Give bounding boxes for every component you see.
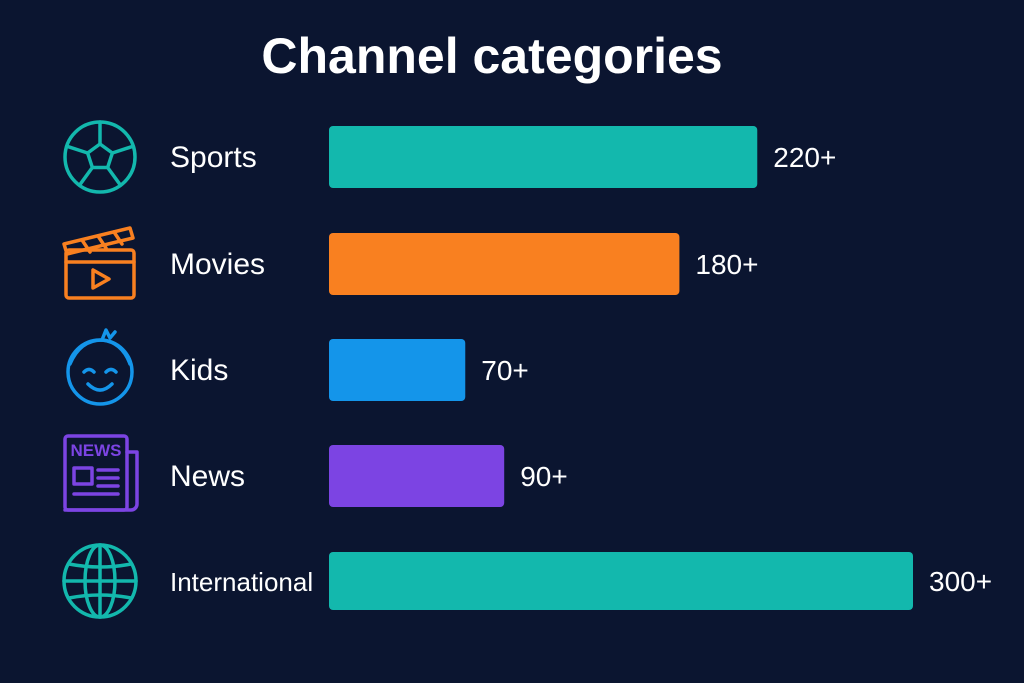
globe-icon bbox=[62, 543, 138, 619]
chart-row-movies: Movies 180+ bbox=[62, 226, 758, 300]
chart-title: Channel categories bbox=[261, 28, 722, 84]
soccer-ball-icon bbox=[63, 120, 137, 194]
newspaper-icon: NEWS bbox=[63, 434, 139, 512]
category-label: Movies bbox=[170, 248, 265, 281]
value-label: 90+ bbox=[520, 461, 568, 492]
category-label: Kids bbox=[170, 354, 228, 387]
bar-sports bbox=[329, 126, 758, 188]
bar-movies bbox=[329, 233, 680, 295]
category-label: Sports bbox=[170, 141, 257, 174]
value-label: 70+ bbox=[481, 355, 529, 386]
bar-news bbox=[329, 445, 505, 507]
chart-row-international: International 300+ bbox=[62, 543, 992, 619]
chart-row-news: NEWS News 90+ bbox=[63, 434, 568, 512]
category-label: News bbox=[170, 460, 245, 493]
chart-row-kids: Kids 70+ bbox=[66, 328, 529, 406]
kid-face-icon bbox=[66, 328, 134, 406]
category-label: International bbox=[170, 567, 313, 597]
news-icon-text: NEWS bbox=[71, 441, 122, 460]
value-label: 220+ bbox=[773, 142, 836, 173]
chart-row-sports: Sports 220+ bbox=[63, 120, 836, 194]
bar-kids bbox=[329, 339, 466, 401]
chart-rows: Sports 220+ Movies 180+ Kids 70+ NEWS News 90+ In… bbox=[62, 120, 992, 619]
clapperboard-icon bbox=[62, 226, 136, 300]
value-label: 180+ bbox=[695, 249, 758, 280]
value-label: 300+ bbox=[929, 566, 992, 597]
bar-international bbox=[329, 552, 913, 610]
